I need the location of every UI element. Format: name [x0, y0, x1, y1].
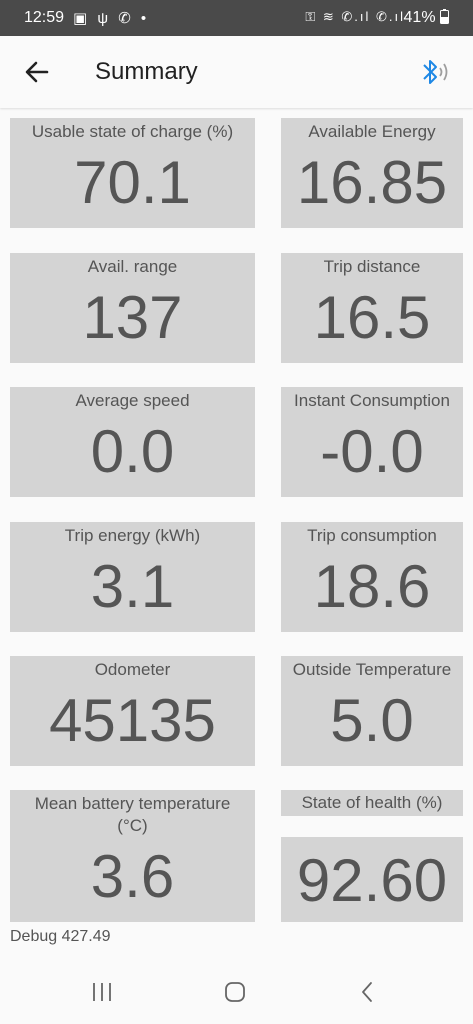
tile-state-of-health-label: State of health (%) — [281, 790, 463, 816]
battery-indicator: 41% — [404, 9, 449, 27]
navigation-bar — [0, 962, 473, 1024]
tile-label: Trip distance — [323, 257, 421, 276]
tile-label: Trip energy (kWh) — [64, 526, 201, 545]
tile-value: -0.0 — [320, 418, 424, 485]
tile-value: 3.1 — [90, 553, 175, 620]
tile-outside-temperature: Outside Temperature 5.0 — [281, 656, 463, 766]
tile-trip-distance: Trip distance 16.5 — [281, 253, 463, 363]
tile-available-energy: Available Energy 16.85 — [281, 118, 463, 228]
back-nav-icon[interactable] — [356, 980, 380, 1004]
home-icon[interactable] — [223, 980, 247, 1004]
tile-label: Mean battery temperature (°C) — [34, 794, 231, 835]
tile-value: 18.6 — [313, 553, 431, 620]
tile-value: 92.60 — [296, 847, 448, 914]
tile-value: 137 — [82, 284, 183, 351]
tile-value: 45135 — [49, 687, 216, 754]
battery-percent: 41% — [403, 9, 436, 26]
tile-usable-soc: Usable state of charge (%) 70.1 — [10, 118, 255, 228]
tile-instant-consumption: Instant Consumption -0.0 — [281, 387, 463, 497]
tile-value: 70.1 — [74, 149, 191, 216]
tile-label: State of health (%) — [301, 793, 443, 812]
tile-label: Available Energy — [308, 122, 436, 141]
tile-state-of-health-value: 92.60 — [281, 837, 463, 922]
tile-label: Trip consumption — [307, 526, 437, 545]
status-bar: 12:59 ▣ ψ ✆ • ⚿ ≋ ✆.ıl ✆.ıl 41% — [0, 0, 473, 36]
signal-icons: ⚿ ≋ ✆.ıl ✆.ıl — [305, 9, 405, 24]
tile-value: 16.85 — [296, 149, 448, 216]
tile-label: Average speed — [75, 391, 190, 410]
back-arrow-icon[interactable] — [23, 58, 51, 86]
tile-average-speed: Average speed 0.0 — [10, 387, 255, 497]
battery-icon — [440, 9, 449, 24]
tile-label: Avail. range — [87, 257, 178, 276]
recent-apps-icon[interactable] — [90, 980, 114, 1004]
tile-value: 3.6 — [90, 843, 175, 910]
tile-trip-consumption: Trip consumption 18.6 — [281, 522, 463, 632]
tile-value: 0.0 — [90, 418, 175, 485]
tile-trip-energy: Trip energy (kWh) 3.1 — [10, 522, 255, 632]
tile-label: Outside Temperature — [292, 660, 452, 679]
app-bar: Summary — [0, 36, 473, 108]
tile-label: Odometer — [94, 660, 171, 679]
page-title: Summary — [95, 58, 198, 85]
debug-text: Debug 427.49 — [10, 928, 111, 945]
status-time: 12:59 — [24, 9, 65, 26]
tile-value: 16.5 — [313, 284, 431, 351]
tile-avail-range: Avail. range 137 — [10, 253, 255, 363]
bluetooth-icon[interactable] — [418, 56, 452, 88]
tile-value: 5.0 — [330, 687, 414, 754]
notification-icons: ▣ ψ ✆ • — [73, 10, 150, 27]
tile-mean-battery-temperature: Mean battery temperature (°C) 3.6 — [10, 790, 255, 922]
tile-label: Instant Consumption — [294, 391, 450, 410]
tile-odometer: Odometer 45135 — [10, 656, 255, 766]
tile-label: Usable state of charge (%) — [31, 122, 234, 141]
